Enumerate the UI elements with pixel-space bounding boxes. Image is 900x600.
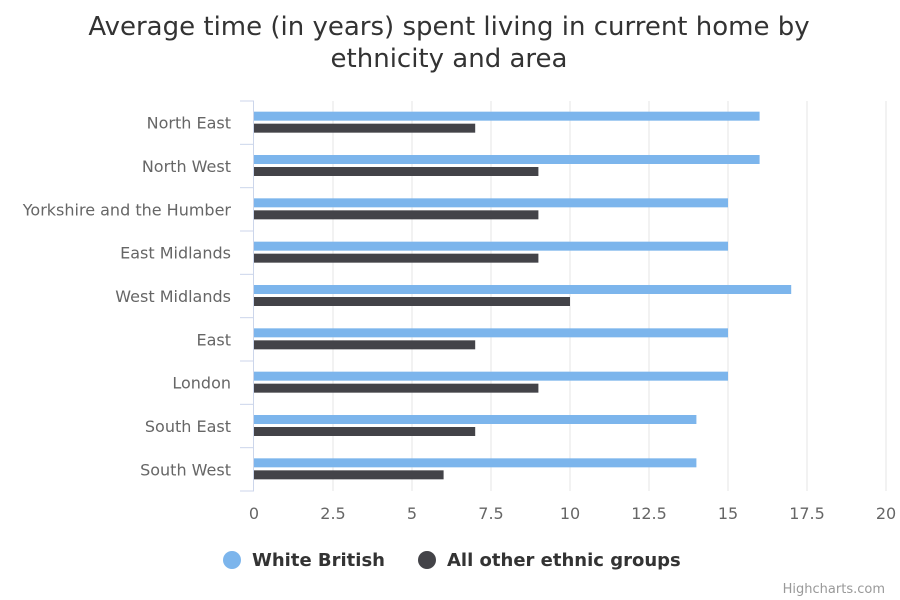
bar[interactable] — [254, 340, 476, 350]
bar[interactable] — [254, 198, 728, 208]
bar[interactable] — [254, 328, 728, 338]
bar[interactable] — [254, 241, 728, 251]
category-label: South East — [145, 417, 231, 436]
bar[interactable] — [254, 123, 476, 133]
category-label: London — [172, 374, 231, 393]
bar[interactable] — [254, 253, 539, 263]
value-tick-label: 20 — [876, 504, 896, 523]
value-tick-label: 0 — [249, 504, 259, 523]
series-1 — [254, 123, 570, 480]
value-tick-label: 2.5 — [320, 504, 345, 523]
legend-item[interactable]: White British — [223, 550, 385, 571]
bar[interactable] — [254, 427, 476, 436]
value-tick-label: 7.5 — [478, 504, 503, 523]
chart-title-line-2: ethnicity and area — [331, 44, 568, 74]
bar[interactable] — [254, 167, 539, 176]
category-axis — [240, 100, 254, 492]
category-labels: North East North West Yorkshire and the Hu… — [22, 114, 232, 480]
bar[interactable] — [254, 285, 792, 294]
legend-item[interactable]: All other ethnic groups — [418, 550, 681, 571]
category-label: Yorkshire and the Humber — [22, 200, 232, 219]
bar[interactable] — [254, 470, 444, 480]
bar[interactable] — [254, 297, 570, 306]
value-tick-label: 17.5 — [789, 504, 825, 523]
chart-title-line-1: Average time (in years) spent living in … — [88, 12, 809, 42]
bar[interactable] — [254, 111, 760, 121]
bar-series — [254, 111, 792, 480]
bar[interactable] — [254, 155, 760, 164]
bar[interactable] — [254, 371, 728, 381]
value-tick-label: 12.5 — [631, 504, 667, 523]
category-label: South West — [140, 460, 231, 479]
value-axis-labels: 0 2.5 5 7.5 10 12.5 15 17.5 20 — [249, 504, 896, 523]
legend: White British All other ethnic groups — [223, 550, 681, 571]
category-label: East — [196, 330, 231, 349]
bar[interactable] — [254, 415, 697, 424]
legend-marker — [418, 551, 436, 569]
value-tick-label: 15 — [718, 504, 738, 523]
legend-label: All other ethnic groups — [447, 550, 681, 571]
credits-link[interactable]: Highcharts.com — [783, 582, 885, 597]
bar[interactable] — [254, 383, 539, 393]
category-label: North West — [142, 157, 231, 176]
bar[interactable] — [254, 210, 539, 220]
chart-title: Average time (in years) spent living in … — [88, 12, 809, 74]
category-label: West Midlands — [115, 287, 231, 306]
category-label: East Midlands — [120, 244, 231, 263]
bar[interactable] — [254, 458, 697, 468]
grid-lines — [332, 101, 887, 491]
legend-marker — [223, 551, 241, 569]
legend-label: White British — [252, 550, 385, 571]
value-tick-label: 5 — [407, 504, 417, 523]
value-tick-label: 10 — [560, 504, 580, 523]
series-0 — [254, 111, 792, 468]
category-label: North East — [147, 114, 231, 133]
